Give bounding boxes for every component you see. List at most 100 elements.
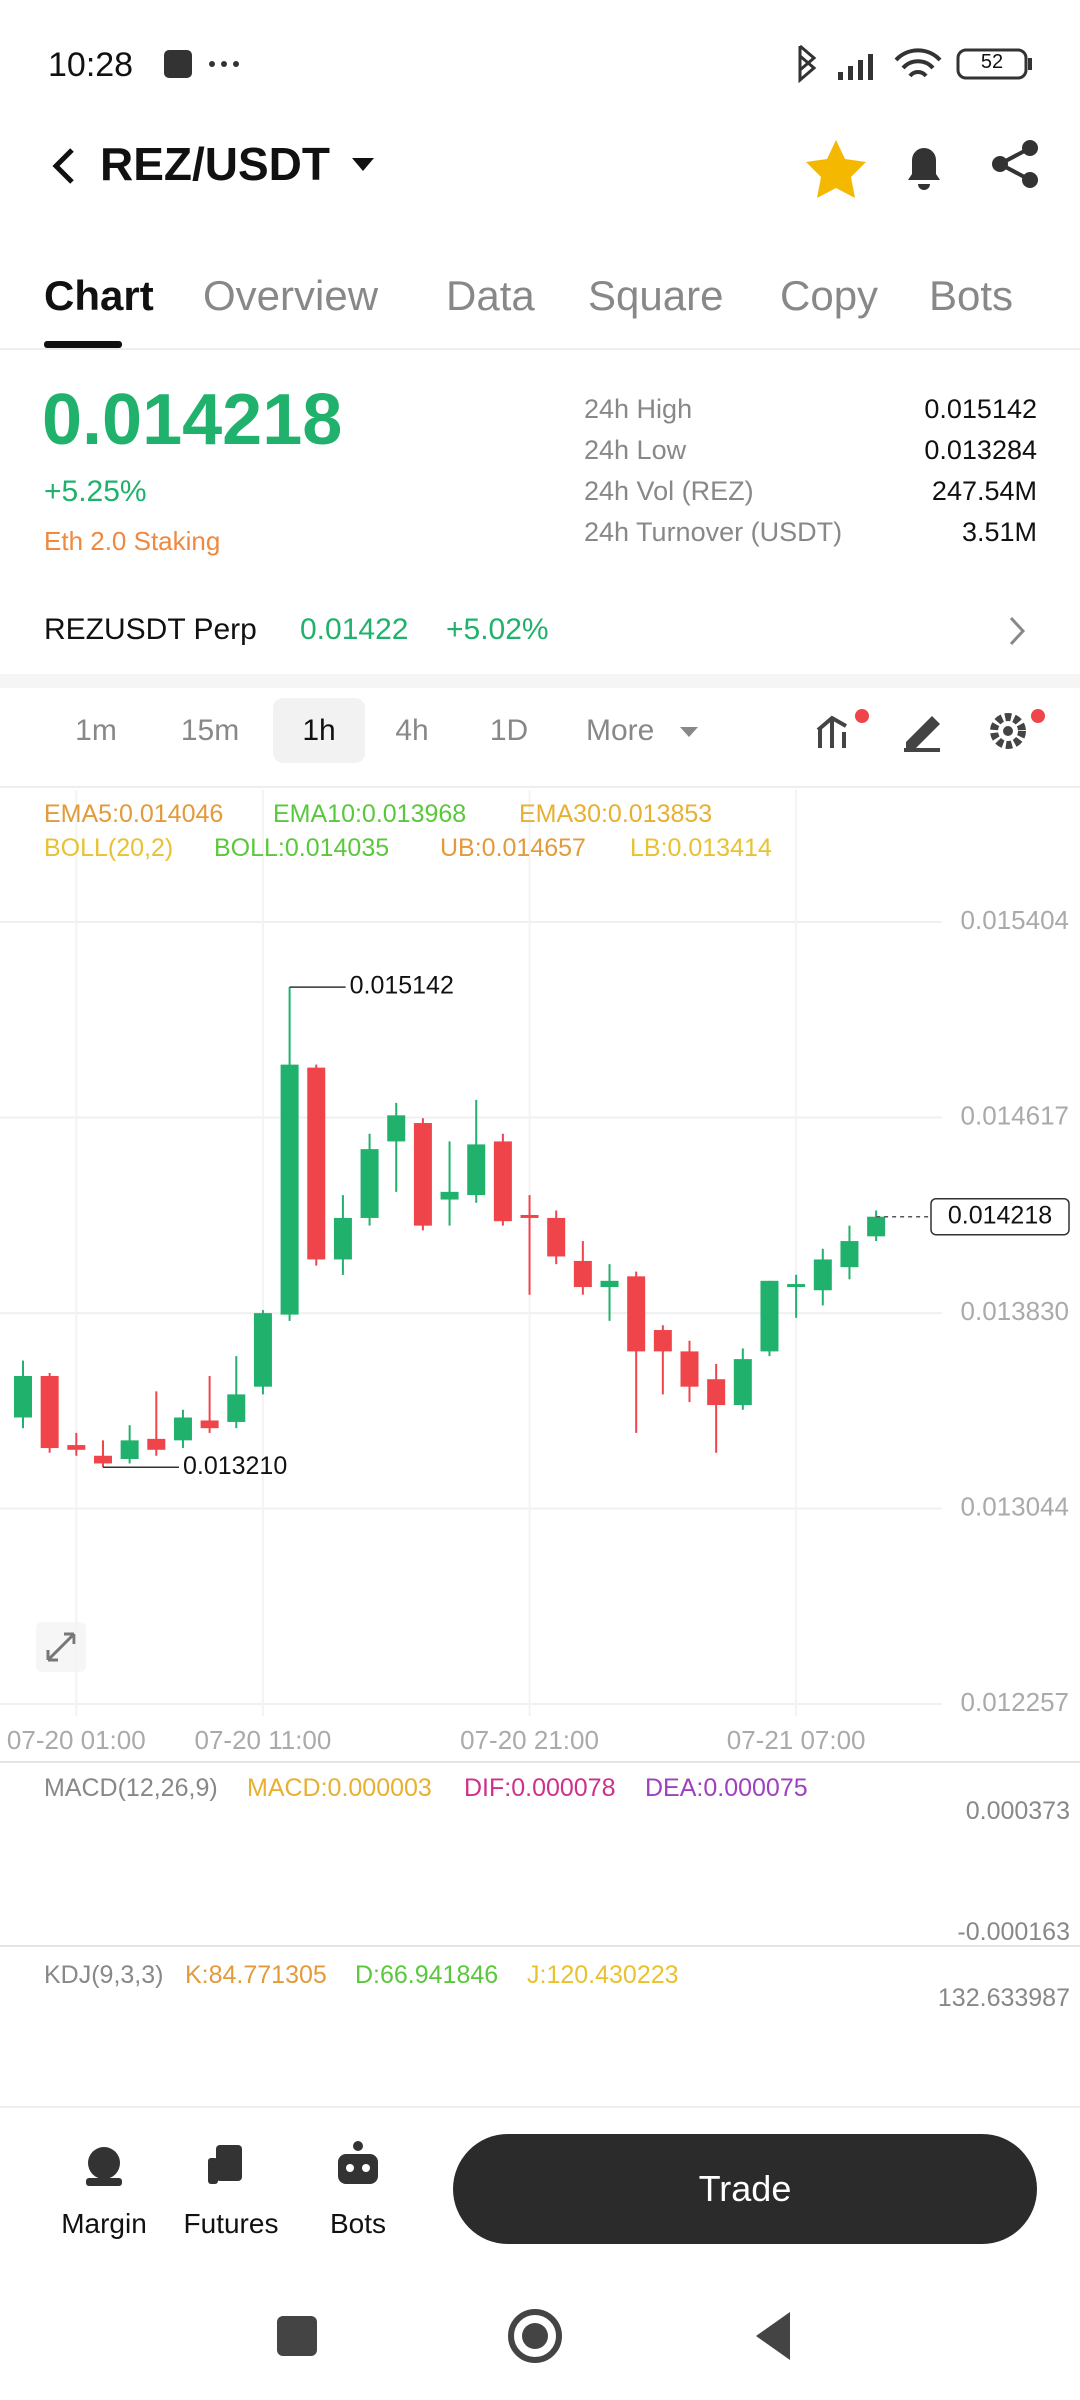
alert-bell[interactable] — [908, 148, 940, 190]
annotation-label: 0.013210 — [183, 1452, 287, 1480]
annotation-label: 0.015142 — [350, 972, 454, 1000]
interval[interactable]: 15m — [180, 714, 240, 747]
tab[interactable]: Chart — [44, 272, 154, 319]
trade-button[interactable] — [453, 2134, 1037, 2244]
settings-icon[interactable] — [990, 709, 1045, 749]
bottom-icons — [86, 2141, 378, 2186]
y-tick-label: 0.013830 — [961, 1296, 1069, 1326]
tab[interactable]: Square — [588, 272, 724, 319]
perp-price[interactable]: 0.01422 — [300, 613, 409, 646]
interval[interactable]: More — [586, 714, 655, 747]
kdj-label: K:84.771305 — [185, 1961, 327, 1989]
candle-body — [787, 1284, 806, 1288]
kdj-tick: 132.633987 — [937, 1984, 1070, 2012]
candle-body — [67, 1445, 86, 1450]
candle-body — [40, 1375, 59, 1449]
last-price: 0.014218 — [42, 380, 343, 460]
divider-band — [0, 674, 1080, 688]
back-arrow[interactable] — [52, 148, 74, 184]
interval[interactable]: 1D — [489, 714, 529, 747]
y-tick-label: 0.015404 — [961, 905, 1069, 935]
interval[interactable]: 4h — [395, 714, 429, 747]
trade-label[interactable]: Trade — [698, 2168, 792, 2209]
candle-body — [280, 1064, 299, 1315]
bottom-item[interactable]: Bots — [329, 2208, 387, 2239]
x-tick-label: 07-20 01:00 — [7, 1725, 146, 1755]
tag: Eth 2.0 Staking — [44, 526, 221, 556]
candle-body — [93, 1455, 112, 1464]
tab-underline — [44, 341, 122, 348]
status-battery — [956, 48, 1032, 80]
perp-change[interactable]: +5.02% — [446, 613, 549, 646]
candle-body — [520, 1214, 539, 1218]
candle-body — [840, 1241, 859, 1268]
battery — [956, 48, 1028, 80]
more-dropdown[interactable] — [680, 727, 698, 737]
macd-label: DIF:0.000078 — [464, 1774, 616, 1802]
candle-body — [573, 1260, 592, 1288]
candle-body — [120, 1440, 139, 1459]
indicator-value: LB:0.013414 — [630, 834, 772, 862]
candle-body — [653, 1330, 672, 1352]
interval[interactable]: 1m — [75, 714, 117, 747]
candle-body — [707, 1379, 726, 1406]
interval[interactable]: 1h — [302, 714, 336, 747]
pair-dropdown[interactable] — [352, 158, 374, 171]
candle-body — [387, 1115, 406, 1142]
candle-body — [360, 1149, 379, 1218]
kdj-label: D:66.941846 — [355, 1961, 499, 1989]
price-change: +5.25% — [44, 475, 147, 508]
stat-label: 24h High — [584, 394, 693, 424]
nav-back[interactable] — [756, 2312, 790, 2360]
candle-body — [680, 1351, 699, 1387]
kdj-label: J:120.430223 — [527, 1961, 679, 1989]
indicator-value: BOLL(20,2) — [44, 834, 174, 862]
candle-body — [813, 1259, 832, 1291]
bottom-item[interactable]: Futures — [183, 2208, 279, 2239]
indicator-value: EMA10:0.013968 — [273, 800, 467, 828]
stat-value: 247.54M — [931, 476, 1037, 506]
pair[interactable]: REZ/USDT — [100, 138, 330, 190]
candle-body — [227, 1394, 246, 1422]
tab[interactable]: Copy — [780, 272, 879, 319]
nav-home[interactable] — [508, 2309, 562, 2363]
perp-arrow[interactable] — [1009, 616, 1026, 646]
tab[interactable]: Data — [446, 272, 535, 319]
kdj-label: KDJ(9,3,3) — [44, 1961, 164, 1989]
candle-body — [440, 1191, 459, 1200]
macd-tick: 0.000373 — [965, 1797, 1070, 1825]
candle-body — [14, 1375, 32, 1418]
tab[interactable]: Overview — [203, 272, 379, 319]
candle-body — [627, 1276, 646, 1352]
macd-label: MACD(12,26,9) — [44, 1774, 218, 1802]
stat-value: 0.013284 — [924, 435, 1037, 465]
perp-name[interactable]: REZUSDT Perp — [44, 613, 257, 646]
stat-value: 0.015142 — [924, 394, 1037, 424]
tab[interactable]: Bots — [929, 272, 1014, 319]
candle-body — [467, 1144, 486, 1196]
y-tick-label: 0.013044 — [961, 1491, 1069, 1521]
last-price-box — [930, 1197, 1070, 1236]
expand-icon — [46, 1632, 76, 1662]
stat-label: 24h Turnover (USDT) — [584, 517, 843, 547]
favorite-star[interactable] — [806, 140, 866, 198]
battery-level: 52 — [980, 51, 1004, 73]
indicator-value: BOLL:0.014035 — [214, 834, 390, 862]
stat-value: 3.51M — [961, 517, 1037, 547]
macd-label: MACD:0.000003 — [247, 1774, 432, 1802]
candle-body — [333, 1217, 352, 1260]
stat-label: 24h Vol (REZ) — [584, 476, 754, 506]
candle-body — [147, 1438, 166, 1450]
share-icon[interactable] — [992, 140, 1038, 188]
bottom-item[interactable]: Margin — [61, 2208, 147, 2239]
candle-body — [200, 1420, 219, 1429]
stat-label: 24h Low — [584, 435, 687, 465]
x-tick-label: 07-21 07:00 — [727, 1725, 866, 1755]
indicator-icon[interactable] — [816, 709, 869, 748]
nav-recents[interactable] — [277, 2316, 317, 2356]
candle-body — [547, 1217, 566, 1257]
macd-tick: -0.000163 — [957, 1918, 1070, 1946]
draw-icon[interactable] — [904, 716, 940, 752]
